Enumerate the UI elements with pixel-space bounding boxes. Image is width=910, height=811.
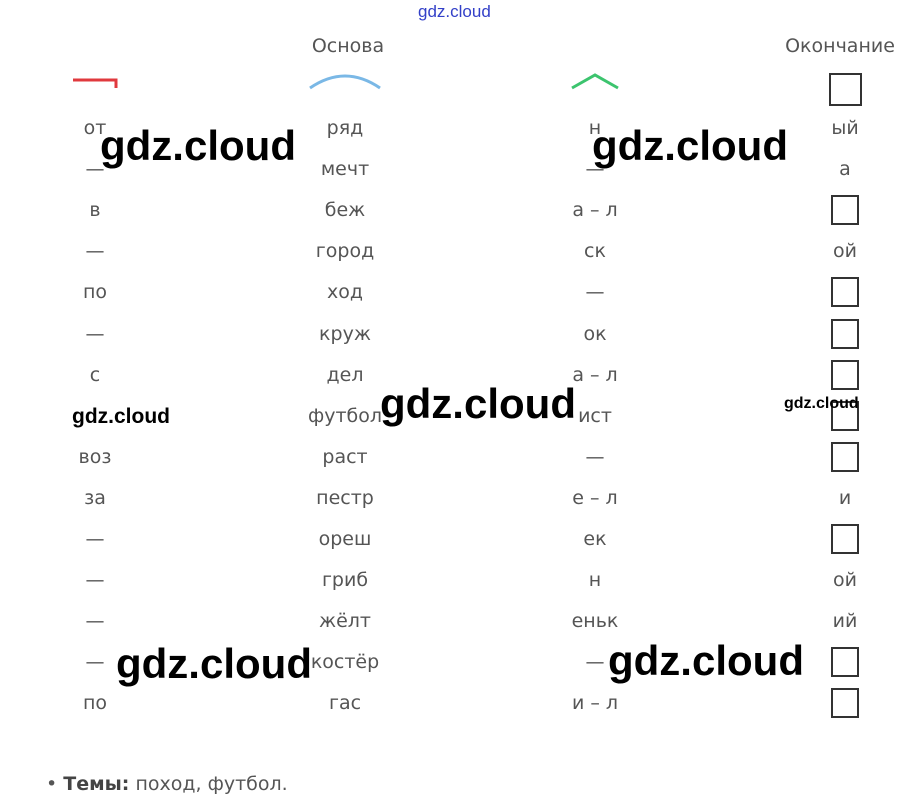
watermark: gdz.cloud [380,380,576,427]
morpheme-icons [73,73,862,106]
ending: ой [833,240,857,263]
ending-box [831,400,859,431]
prefix: — [85,610,105,633]
root: беж [324,199,366,222]
suffix: — [585,445,605,468]
root: жёлт [318,610,372,633]
suffix-icon [571,73,619,90]
suffix: ок [583,322,607,345]
prefix: по [82,692,108,715]
suffix: — [585,651,605,674]
suffix: — [585,158,605,181]
watermark: gdz.cloud [100,122,296,169]
root: раст [322,445,368,468]
watermark: gdz.cloud [116,640,312,687]
ending: ый [831,117,859,139]
suffix: е – л [572,486,618,509]
suffix: ек [583,528,607,550]
root: круж [319,322,371,345]
suffix: — [585,281,605,304]
suffix: а – л [572,199,618,222]
ending-box [831,647,859,678]
prefix: с [89,363,101,386]
suffix: и – л [571,692,619,715]
ending-box [831,277,859,308]
ending-icon [829,73,862,106]
suffix: н [588,569,602,592]
watermark: gdz.cloud [592,122,788,169]
footer-label: Темы: [63,773,130,795]
ending-box [831,359,859,390]
ending: и [838,486,852,509]
root: пестр [316,486,374,509]
root: костёр [310,651,380,674]
ending: а [839,158,851,181]
prefix: в [89,199,101,222]
prefix-icon [73,78,118,88]
watermark: gdz.cloud [418,2,491,21]
root: футбол [307,404,383,427]
prefix: от [83,117,107,139]
ending: ий [832,610,858,633]
footer: • Темы: поход, футбол. [46,773,288,795]
prefix: — [85,528,105,550]
header-ending: Окончание [785,35,895,57]
root-icon [309,74,381,90]
root: ореш [318,528,372,550]
suffix: ск [584,240,606,263]
suffix: ист [578,404,612,427]
prefix: — [85,322,105,345]
suffix: н [588,117,602,139]
root: ряд [326,117,364,139]
header-root: Основа [311,35,385,57]
prefix: за [84,486,106,509]
root: гас [328,692,362,715]
prefix: по [82,281,108,304]
footer-text: поход, футбол. [135,773,288,795]
watermark: gdz.cloud [72,405,170,428]
root: гриб [321,569,369,592]
prefix: — [85,569,105,592]
prefix: — [85,651,105,674]
suffix: еньк [571,610,619,633]
ending-box [831,441,859,472]
root: город [315,240,375,263]
suffix: а – л [572,363,618,386]
root: ход [326,281,364,304]
ending: ой [833,569,857,592]
ending-box [831,318,859,349]
prefix: — [85,240,105,263]
prefix: — [85,158,105,181]
ending-box [831,688,859,719]
root: дел [326,363,364,386]
watermark: gdz.cloud [784,395,859,412]
ending-box [831,195,859,226]
prefix: воз [78,445,112,468]
ending-box [831,524,859,554]
watermark: gdz.cloud [608,637,804,684]
root: мечт [320,158,370,181]
